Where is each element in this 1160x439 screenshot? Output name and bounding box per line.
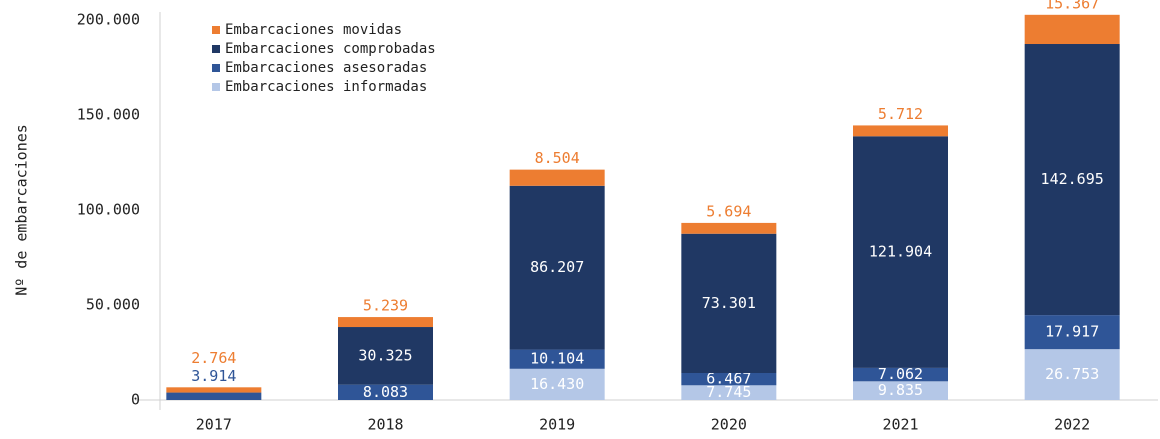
bar-segment	[681, 372, 777, 386]
y-tick-label: 100.000	[77, 201, 140, 219]
bar-segment	[1024, 44, 1120, 316]
y-tick-label: 200.000	[77, 11, 140, 29]
value-label: 15.367	[1045, 0, 1099, 12]
x-tick-label: 2021	[882, 416, 918, 434]
bar-segment	[853, 367, 948, 382]
y-tick-label: 150.000	[77, 106, 140, 124]
bar-segment	[681, 222, 777, 234]
bar-segment	[338, 384, 433, 400]
value-label: 142.695	[1041, 170, 1104, 188]
bar-segment	[509, 349, 605, 369]
value-label: 5.712	[878, 105, 923, 123]
y-tick-label: 0	[131, 391, 140, 409]
x-tick-label: 2017	[196, 416, 232, 434]
bar-segment	[338, 317, 433, 328]
bar-segment	[1024, 349, 1120, 400]
y-axis-label: Nº de embarcaciones	[13, 124, 31, 296]
x-tick-label: 2020	[711, 416, 747, 434]
bar-segment	[681, 385, 777, 400]
value-label: 73.301	[702, 294, 756, 312]
x-tick-label: 2022	[1054, 416, 1090, 434]
bar-segment	[853, 136, 948, 368]
bar-segment	[853, 125, 948, 137]
value-label: 2.764	[191, 349, 236, 367]
value-label: 10.104	[530, 350, 584, 368]
value-label: 9.835	[878, 381, 923, 399]
bar-segment	[166, 387, 262, 393]
value-label: 6.467	[706, 370, 751, 388]
value-label: 17.917	[1045, 323, 1099, 341]
value-label: 8.083	[363, 383, 408, 401]
bar-segment	[681, 233, 777, 373]
x-tick-label: 2019	[539, 416, 575, 434]
legend-swatch	[212, 64, 220, 72]
y-tick-label: 50.000	[86, 296, 140, 314]
bar-segment	[509, 368, 605, 400]
legend-swatch	[212, 83, 220, 91]
value-label: 16.430	[530, 375, 584, 393]
bar-segment	[509, 185, 605, 350]
legend-label: Embarcaciones comprobadas	[225, 41, 436, 57]
bar-segment	[509, 169, 605, 186]
bar-segment	[1024, 14, 1120, 45]
legend-swatch	[212, 45, 220, 53]
bar-segment	[1024, 315, 1120, 350]
bar-segment	[853, 381, 948, 400]
x-tick-label: 2018	[367, 416, 403, 434]
value-label: 3.914	[191, 367, 236, 385]
value-label: 86.207	[530, 258, 584, 276]
value-label: 5.239	[363, 297, 408, 315]
value-label: 30.325	[358, 346, 412, 364]
legend-swatch	[212, 26, 220, 34]
value-label: 7.745	[706, 383, 751, 401]
bar-segment	[166, 392, 262, 400]
legend-label: Embarcaciones movidas	[225, 22, 402, 38]
value-label: 8.504	[535, 149, 580, 167]
value-label: 7.062	[878, 365, 923, 383]
legend-label: Embarcaciones informadas	[225, 79, 427, 95]
value-label: 121.904	[869, 243, 932, 261]
legend-label: Embarcaciones asesoradas	[225, 60, 427, 76]
bar-segment	[338, 327, 433, 385]
value-label: 5.694	[706, 202, 751, 220]
value-label: 26.753	[1045, 365, 1099, 383]
